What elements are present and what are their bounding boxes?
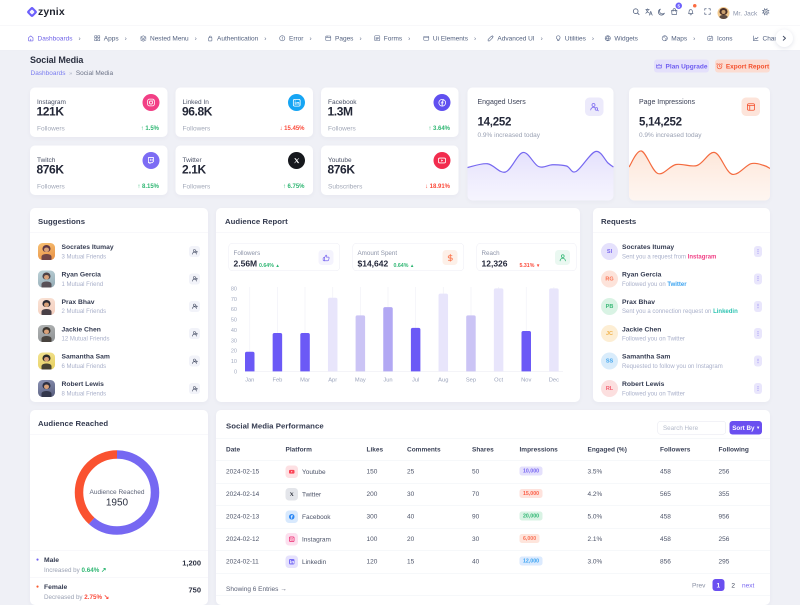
svg-text:Oct: Oct [494,378,503,384]
svg-text:1950: 1950 [106,498,129,509]
svg-text:Jan: Jan [245,378,254,384]
svg-text:Nov: Nov [521,378,531,384]
svg-text:70: 70 [231,297,237,303]
svg-text:Aug: Aug [438,378,448,384]
svg-text:Apr: Apr [328,378,337,384]
svg-text:80: 80 [231,286,237,292]
svg-text:Jul: Jul [412,378,419,384]
svg-text:0: 0 [234,369,237,375]
svg-text:50: 50 [231,318,237,324]
svg-text:Jun: Jun [383,378,392,384]
svg-text:60: 60 [231,307,237,313]
svg-text:Audience Reached: Audience Reached [90,489,145,496]
svg-text:Sep: Sep [466,378,476,384]
svg-text:40: 40 [231,328,237,334]
svg-text:Dec: Dec [549,378,559,384]
svg-text:20: 20 [231,349,237,355]
svg-text:30: 30 [231,338,237,344]
svg-text:Feb: Feb [272,378,282,384]
svg-text:10: 10 [231,359,237,365]
svg-text:May: May [355,378,366,384]
svg-text:Mar: Mar [300,378,310,384]
